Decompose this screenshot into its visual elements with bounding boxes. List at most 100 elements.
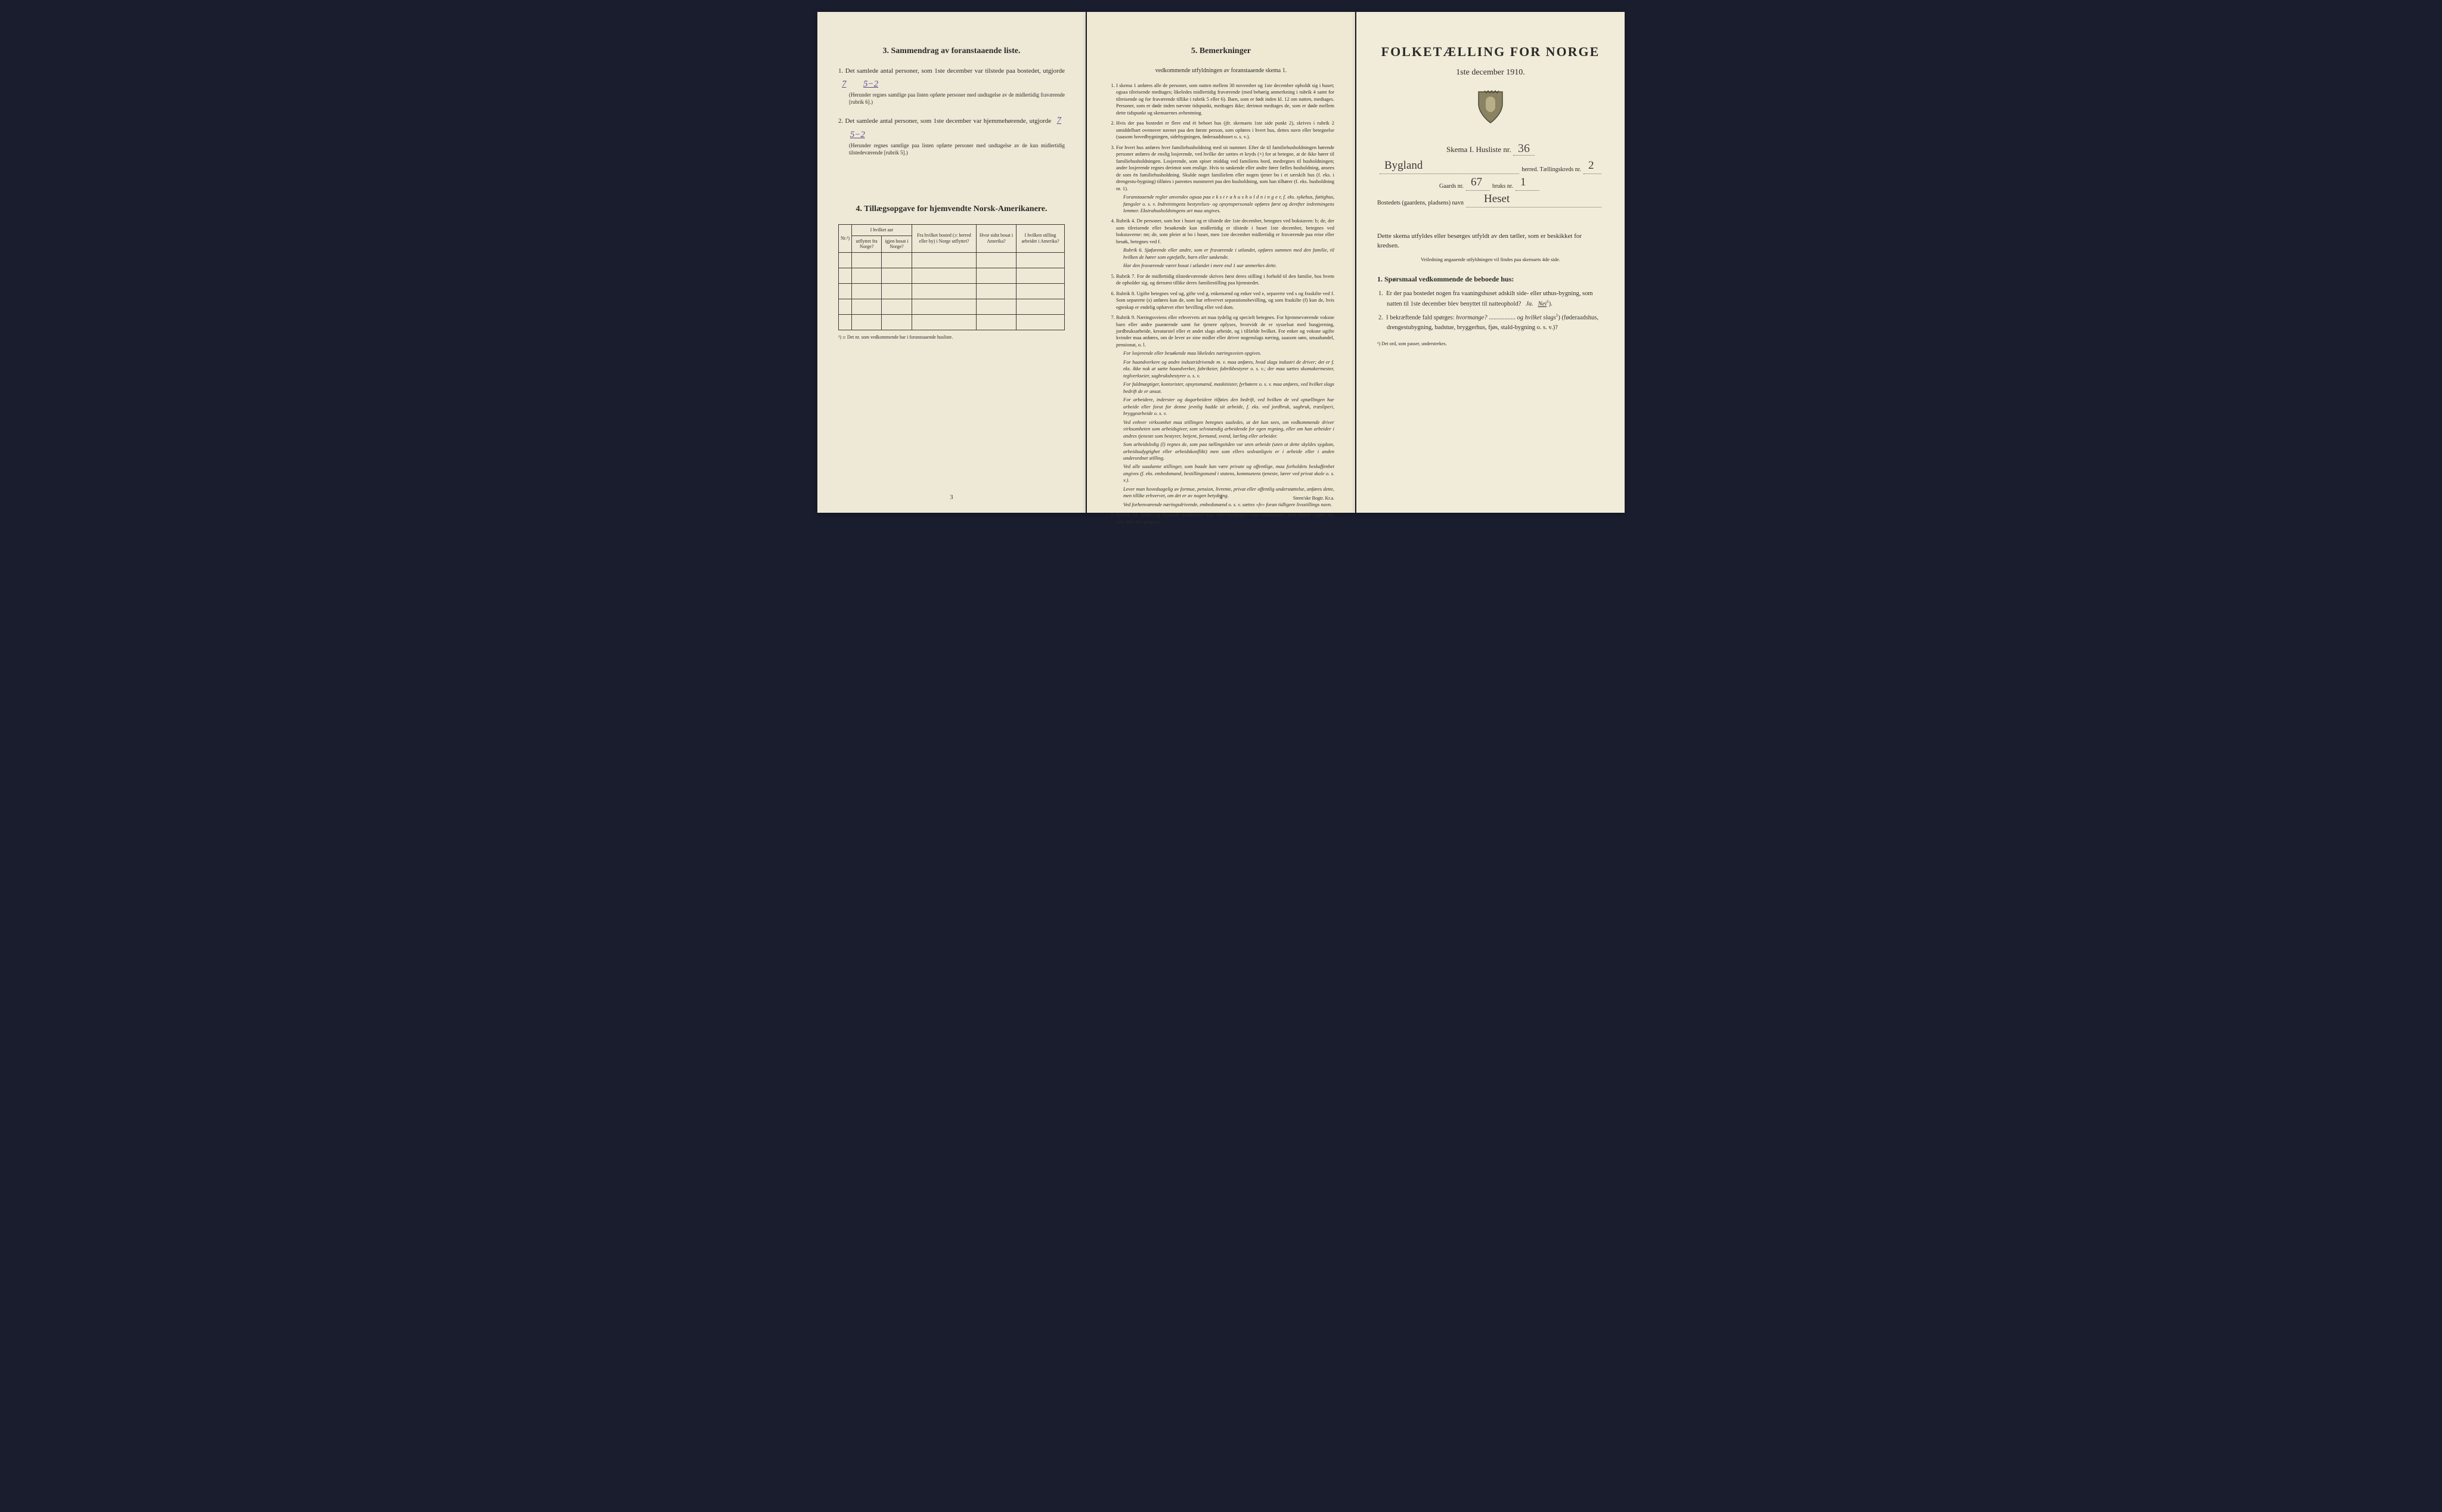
table-cell [977, 283, 1017, 299]
bruks-number: 1 [1520, 174, 1526, 191]
schema-line: Skema I. Husliste nr. 36 [1377, 140, 1604, 157]
remark-subparagraph: Har den fraværende været bosat i utlande… [1123, 262, 1334, 269]
item1-text: 1. Det samlede antal personer, som 1ste … [838, 67, 1065, 75]
table-cell [912, 252, 976, 268]
main-title: FOLKETÆLLING FOR NORGE [1377, 42, 1604, 61]
table-cell [852, 299, 882, 314]
remark-item: Rubrik 14. Sinker og lignende aandssløve… [1116, 512, 1334, 525]
question-2: 2. I bekræftende fald spørges: hvormange… [1387, 312, 1604, 332]
remark-item: Rubrik 7. For de midlertidig tilstedevær… [1116, 273, 1334, 287]
table-cell [977, 252, 1017, 268]
section-4-heading: 4. Tillægsopgave for hjemvendte Norsk-Am… [838, 203, 1065, 215]
table-row [839, 268, 1065, 283]
question-1: 1. Er der paa bostedet nogen fra vaaning… [1387, 289, 1604, 309]
table-cell [839, 314, 852, 330]
instructions-small: Veiledning angaaende utfyldningen vil fi… [1377, 256, 1604, 264]
remark-subparagraph: Foranstaaende regler anvendes ogsaa paa … [1123, 194, 1334, 214]
table-cell [977, 314, 1017, 330]
schema-label: Skema I. Husliste nr. [1446, 145, 1511, 154]
summary-item-1: 1. Det samlede antal personer, som 1ste … [838, 66, 1065, 106]
table-cell [912, 314, 976, 330]
table-cell [839, 283, 852, 299]
remarks-list: I skema 1 anføres alle de personer, som … [1108, 82, 1334, 525]
table-cell [852, 252, 882, 268]
remark-item: Rubrik 8. Ugifte betegnes ved ug, gifte … [1116, 290, 1334, 311]
document-spread: 3. Sammendrag av foranstaaende liste. 1.… [817, 12, 1625, 513]
table-cell [882, 252, 912, 268]
table-cell [1017, 314, 1065, 330]
table-cell [1017, 268, 1065, 283]
table-cell [839, 299, 852, 314]
remark-subparagraph: For fuldmægtiger, kontorister, opsynsmæn… [1123, 381, 1334, 395]
page-number-3: 3 [950, 493, 953, 502]
table-row [839, 314, 1065, 330]
section-5-subheading: vedkommende utfyldningen av foranstaaend… [1108, 66, 1334, 75]
summary-item-2: 2. Det samlede antal personer, som 1ste … [838, 113, 1065, 157]
page-1-cover: FOLKETÆLLING FOR NORGE 1ste december 191… [1356, 12, 1625, 513]
table-cell [977, 268, 1017, 283]
item1-val1: 7 [838, 79, 850, 89]
herred-label: herred. Tællingskreds nr. [1521, 165, 1581, 174]
section-3-heading: 3. Sammendrag av foranstaaende liste. [838, 45, 1065, 57]
table-cell [839, 252, 852, 268]
table-row [839, 283, 1065, 299]
bosted-value: Heset [1484, 191, 1510, 208]
page-4: 5. Bemerkninger vedkommende utfyldningen… [1087, 12, 1355, 513]
table-cell [912, 268, 976, 283]
table-cell [882, 283, 912, 299]
remark-subparagraph: For haandverkere og andre industridriven… [1123, 359, 1334, 379]
item1-val2: 5−2 [860, 79, 882, 89]
instructions-text: Dette skema utfyldes eller besørges utfy… [1377, 231, 1604, 251]
remark-subparagraph: Ved forhenværende næringsdrivende, embed… [1123, 501, 1334, 508]
col-year-group: I hvilket aar [852, 224, 912, 236]
kreds-number: 2 [1588, 157, 1594, 175]
americans-table: Nr.¹) I hvilket aar Fra hvilket bosted (… [838, 224, 1065, 330]
item2-fine: (Herunder regnes samtlige paa listen opf… [849, 142, 1065, 157]
gaards-line: Gaards nr. 67 bruks nr. 1 [1377, 180, 1604, 191]
remark-item: I skema 1 anføres alle de personer, som … [1116, 82, 1334, 116]
printer-mark: Steen'ske Bogtr. Kr.a. [1293, 495, 1334, 502]
page-3: 3. Sammendrag av foranstaaende liste. 1.… [817, 12, 1086, 513]
table-cell [912, 299, 976, 314]
table-cell [977, 299, 1017, 314]
table-row [839, 252, 1065, 268]
section-5-heading: 5. Bemerkninger [1108, 45, 1334, 57]
table-cell [852, 314, 882, 330]
gaards-label: Gaards nr. [1439, 182, 1464, 191]
coat-of-arms-icon [1377, 89, 1604, 129]
bosted-line: Bostedets (gaardens, pladsens) navn Hese… [1377, 197, 1604, 207]
table-cell [1017, 283, 1065, 299]
col-nr: Nr.¹) [839, 224, 852, 252]
col-job: I hvilken stilling arbeidet i Amerika? [1017, 224, 1065, 252]
table-cell [882, 314, 912, 330]
remark-item: Rubrik 4. De personer, som bor i huset o… [1116, 218, 1334, 269]
table-cell [1017, 252, 1065, 268]
item2-text: 2. Det samlede antal personer, som 1ste … [838, 117, 1051, 125]
col-emigrated: utflyttet fra Norge? [852, 236, 882, 252]
remark-subparagraph: Ved alle saadanne stillinger, som baade … [1123, 463, 1334, 484]
table-cell [852, 268, 882, 283]
bosted-label: Bostedets (gaardens, pladsens) navn [1377, 199, 1464, 207]
table-footnote: ¹) ɔ: Det nr. som vedkommende har i fora… [838, 334, 1065, 341]
table-cell [912, 283, 976, 299]
table-row [839, 299, 1065, 314]
remark-item: For hvert hus anføres hver familiehushol… [1116, 144, 1334, 215]
bruks-label: bruks nr. [1492, 182, 1513, 191]
item1-fine: (Herunder regnes samtlige paa listen opf… [849, 91, 1065, 106]
remark-subparagraph: Rubrik 6. Sjøfarende eller andre, som er… [1123, 247, 1334, 261]
question-heading: 1. Spørsmaal vedkommende de beboede hus: [1377, 274, 1604, 284]
table-cell [882, 299, 912, 314]
table-cell [852, 283, 882, 299]
table-cell [839, 268, 852, 283]
remark-item: Hvis der paa bostedet er flere end ét be… [1116, 120, 1334, 140]
remark-subparagraph: For losjerende eller besøkende maa likel… [1123, 350, 1334, 357]
herred-line: Bygland herred. Tællingskreds nr. 2 [1377, 163, 1604, 174]
remark-item: Rubrik 9. Næringsveiens eller erhvervets… [1116, 314, 1334, 508]
herred-value: Bygland [1384, 157, 1423, 175]
remark-subparagraph: For arbeidere, inderster og dagarbeidere… [1123, 396, 1334, 417]
table-cell [882, 268, 912, 283]
col-returned: igjen bosat i Norge? [882, 236, 912, 252]
footnote-right: ¹) Det ord, som passer, understrekes. [1377, 340, 1604, 348]
item2-val2: 5−2 [847, 130, 869, 140]
col-from: Fra hvilket bosted (ɔ: herred eller by) … [912, 224, 976, 252]
